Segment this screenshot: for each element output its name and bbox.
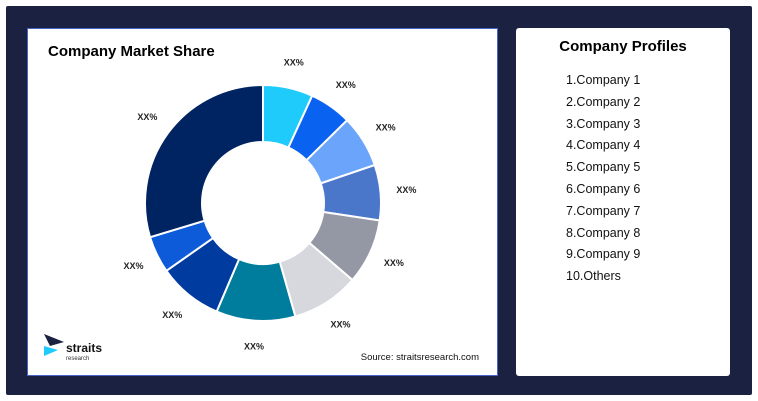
slice-label-8: XX% xyxy=(162,310,182,320)
list-item: 5.Company 5 xyxy=(566,160,641,175)
source-note: Source: straitsresearch.com xyxy=(360,352,479,363)
list-item: 9.Company 9 xyxy=(566,247,641,262)
slice-label-6: XX% xyxy=(331,319,351,329)
list-item: 4.Company 4 xyxy=(566,138,641,153)
slice-label-9: XX% xyxy=(124,261,144,271)
slice-label-2: XX% xyxy=(336,80,356,90)
slice-label-7: XX% xyxy=(244,342,264,352)
profiles-title: Company Profiles xyxy=(559,38,687,55)
chart-title: Company Market Share xyxy=(48,43,215,60)
logo-subtitle: research xyxy=(66,356,90,362)
profiles-card: Company Profiles 1.Company 1 2.Company 2… xyxy=(516,28,730,376)
pie-slice-10 xyxy=(144,83,264,239)
list-item: 6.Company 6 xyxy=(566,181,641,196)
slice-label-5: XX% xyxy=(384,258,404,268)
list-item: 1.Company 1 xyxy=(566,73,641,87)
slice-label-4: XX% xyxy=(396,185,416,195)
chart-card: Company Market Share XX% XX% XX% XX% XX% XX% X… xyxy=(27,28,498,376)
donut-chart: XX% XX% XX% XX% XX% XX% XX% XX% XX% XX% xyxy=(124,57,417,352)
profiles-list: 1.Company 1 2.Company 2 3.Company 3 4.Co… xyxy=(566,70,640,288)
logo-name: straits xyxy=(66,341,103,355)
list-item: 2.Company 2 xyxy=(566,94,641,109)
slice-label-10: XX% xyxy=(137,112,157,122)
slice-label-3: XX% xyxy=(376,122,396,132)
list-item: 8.Company 8 xyxy=(566,225,641,240)
list-item: 7.Company 7 xyxy=(566,203,641,218)
list-item: 10.Others xyxy=(566,269,621,284)
list-item: 3.Company 3 xyxy=(566,116,641,131)
slice-label-1: XX% xyxy=(284,57,304,67)
straits-logo-icon xyxy=(44,334,64,361)
